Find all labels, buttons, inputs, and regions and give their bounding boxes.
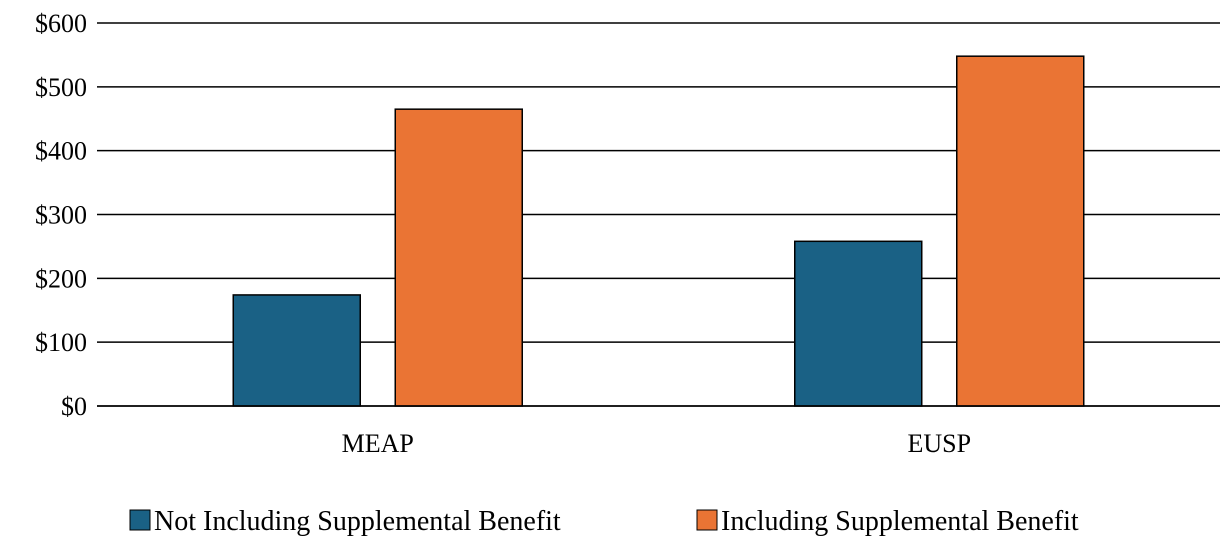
- y-tick-label: $500: [35, 73, 87, 102]
- y-tick-label: $100: [35, 328, 87, 357]
- bar-meap-series-0: [232, 294, 361, 407]
- bar-eusp-series-1: [956, 55, 1085, 407]
- legend-swatch-0: [129, 509, 151, 531]
- y-tick-label: $300: [35, 201, 87, 230]
- bars: [97, 55, 1220, 407]
- legend-swatch-1: [696, 509, 718, 531]
- x-axis-categories: MEAP EUSP: [342, 429, 971, 458]
- y-tick-label: $200: [35, 264, 87, 293]
- y-tick-label: $400: [35, 137, 87, 166]
- bar-eusp-series-0: [794, 240, 923, 407]
- y-tick-label: $0: [61, 392, 87, 421]
- y-tick-label: $600: [35, 9, 87, 38]
- y-axis-ticks: $0 $100 $200 $300 $400 $500 $600: [35, 9, 87, 421]
- legend: Not Including Supplemental Benefit Includ…: [129, 506, 1079, 537]
- x-category-label: MEAP: [342, 429, 414, 458]
- legend-label-0: Not Including Supplemental Benefit: [154, 506, 561, 537]
- x-category-label: EUSP: [907, 429, 971, 458]
- legend-label-1: Including Supplemental Benefit: [721, 506, 1079, 537]
- bar-meap-series-1: [394, 108, 523, 407]
